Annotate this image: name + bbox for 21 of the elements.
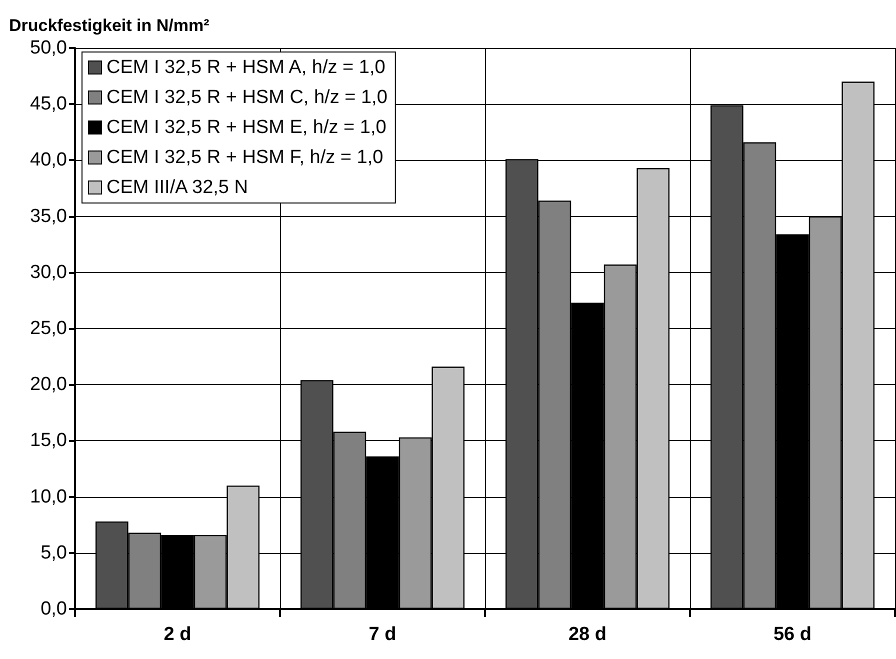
y-tick-label: 20,0: [30, 374, 67, 396]
x-tick-label: 7 d: [368, 624, 396, 645]
legend-label: CEM I 32,5 R + HSM F, h/z = 1,0: [106, 147, 384, 168]
x-tick-label: 56 d: [773, 624, 812, 645]
x-tick-label: 28 d: [568, 624, 607, 645]
y-tick-label: 50,0: [30, 38, 67, 58]
x-tick-label: 2 d: [164, 624, 192, 645]
y-tick-label: 25,0: [30, 318, 67, 339]
y-tick-label: 45,0: [30, 94, 67, 115]
y-tick-label: 0,0: [40, 598, 67, 620]
y-axis-title: Druckfestigkeit in N/mm²: [9, 16, 210, 35]
y-tick-label: 10,0: [30, 486, 67, 508]
legend-label: CEM I 32,5 R + HSM C, h/z = 1,0: [106, 87, 388, 108]
y-tick-label: 40,0: [30, 150, 67, 171]
y-tick-label: 5,0: [40, 542, 67, 564]
legend-label: CEM I 32,5 R + HSM E, h/z = 1,0: [106, 117, 386, 138]
y-tick-label: 30,0: [30, 262, 67, 283]
legend-label: CEM III/A 32,5 N: [106, 177, 248, 198]
legend-label: CEM I 32,5 R + HSM A, h/z = 1,0: [106, 57, 386, 78]
y-tick-label: 15,0: [30, 430, 67, 452]
y-tick-label: 35,0: [30, 206, 67, 227]
